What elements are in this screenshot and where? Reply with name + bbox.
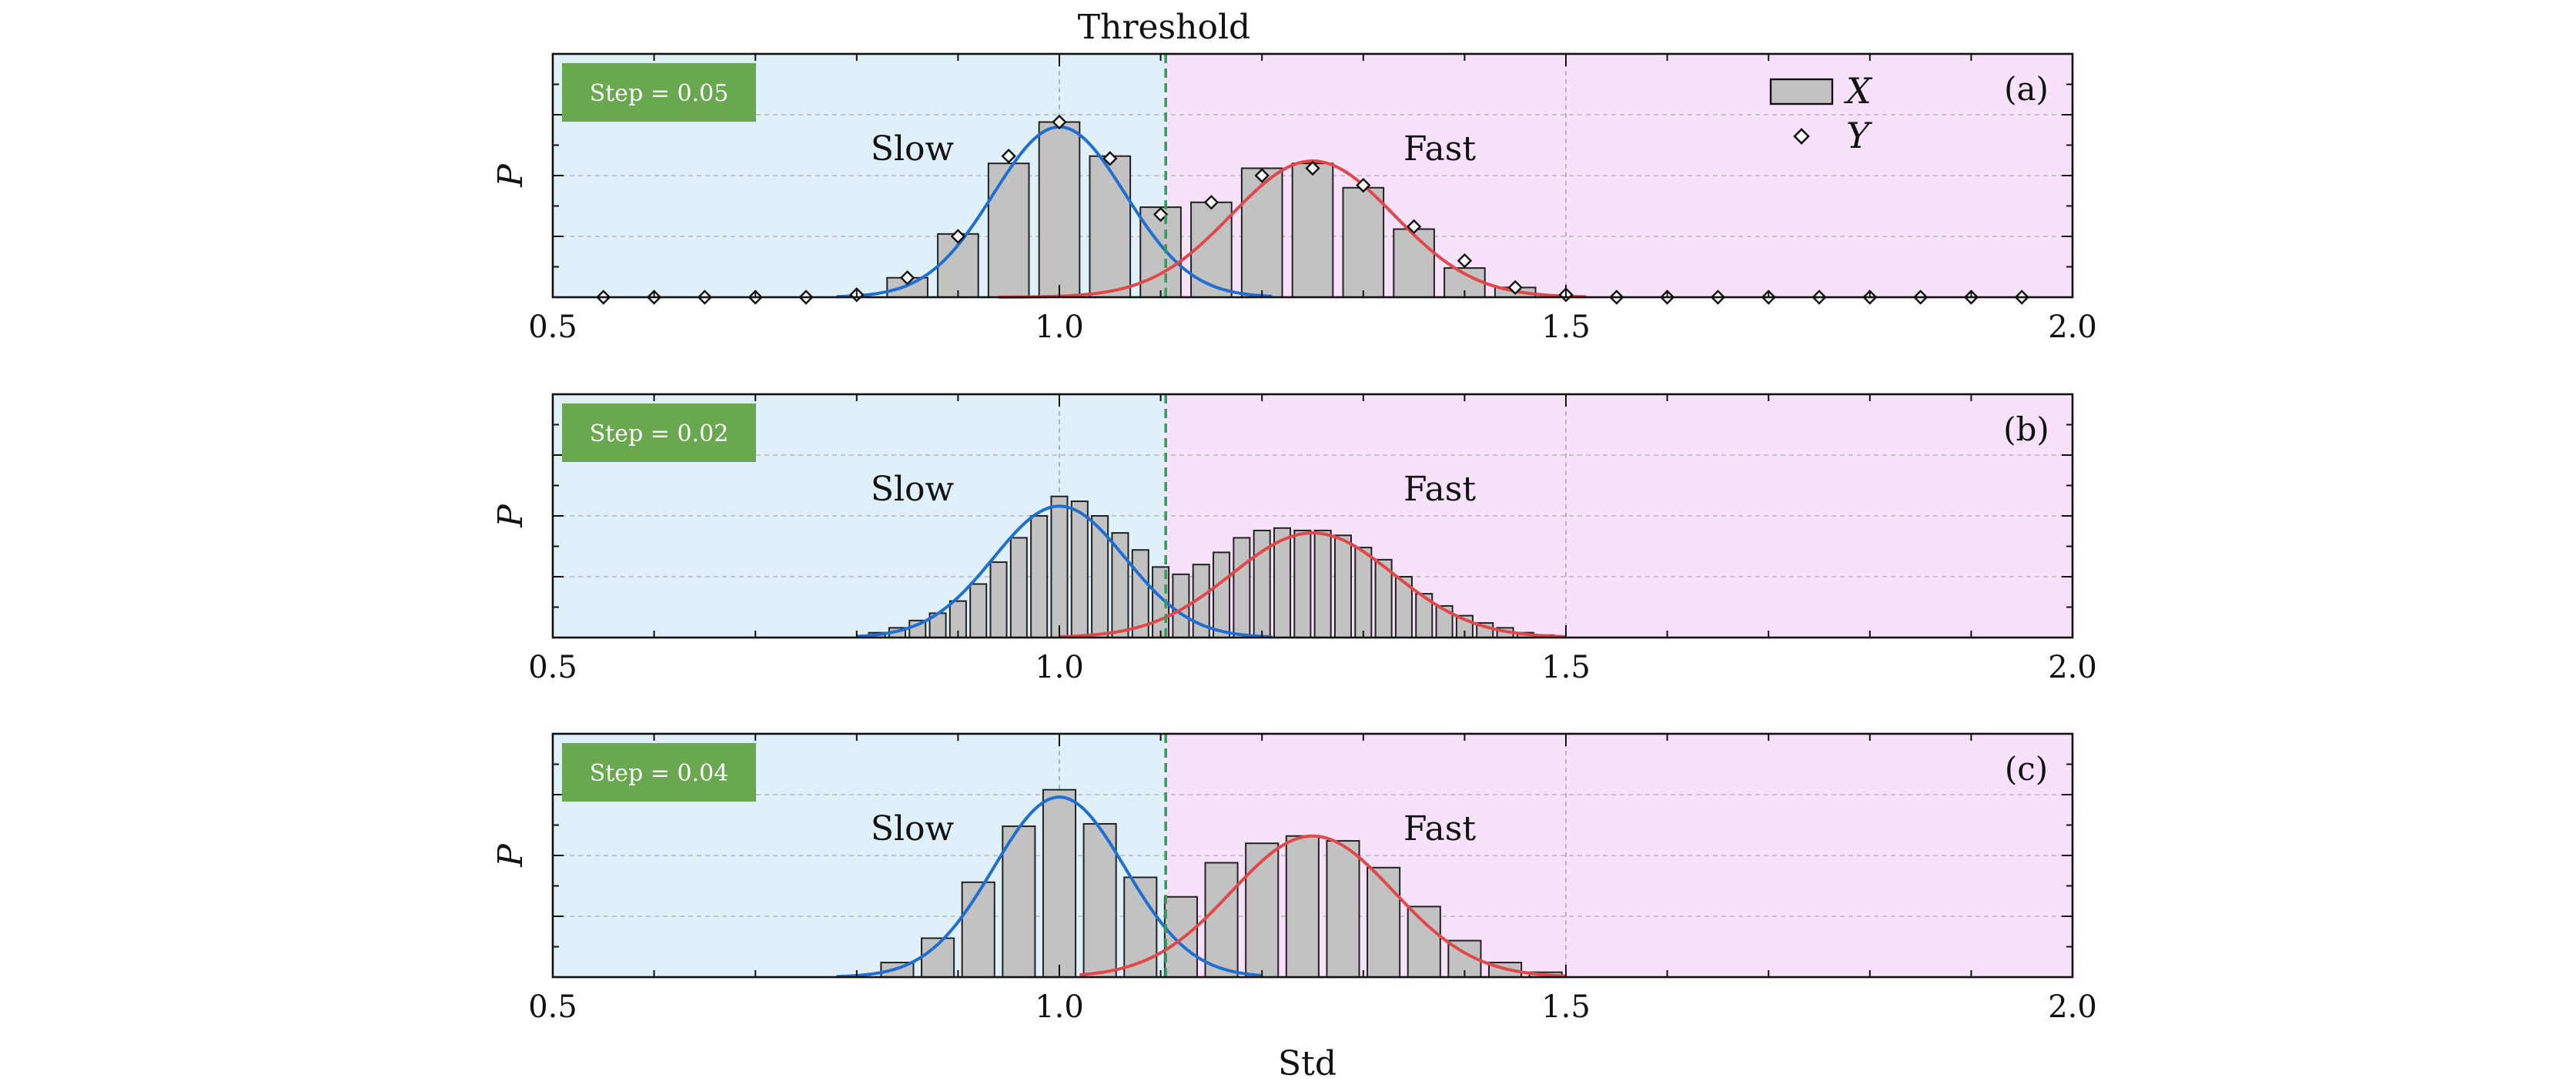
y-axis-label: P <box>491 843 530 868</box>
legend-bar-swatch <box>1769 78 1834 105</box>
histogram-bar <box>1342 186 1385 298</box>
slow-label: Slow <box>871 809 955 849</box>
histogram-bar <box>1326 840 1360 979</box>
slow-label: Slow <box>871 470 955 509</box>
histogram-bar <box>961 881 995 979</box>
y-marker <box>1102 151 1118 166</box>
y-axis-label: P <box>491 163 530 188</box>
x-tick-label: 1.5 <box>1541 650 1591 685</box>
y-marker <box>1356 177 1371 193</box>
x-tick-label: 0.5 <box>528 310 577 345</box>
histogram-bar <box>1291 162 1334 298</box>
histogram-bar <box>1285 835 1320 978</box>
slow-fit-curve <box>856 504 1273 639</box>
step-label: Step = 0.05 <box>590 80 729 107</box>
x-tick-label: 0.5 <box>528 650 577 685</box>
y-marker <box>1305 160 1320 176</box>
y-marker <box>1406 219 1422 235</box>
fast-fit-curve <box>999 159 1587 299</box>
histogram-bar <box>1333 534 1353 639</box>
x-tick-label: 1.0 <box>1035 650 1084 685</box>
step-badge <box>562 403 756 462</box>
histogram-bar <box>1030 515 1049 638</box>
slow-fit-curve <box>836 795 1263 979</box>
legend-diamond-marker <box>1793 128 1810 145</box>
histogram-bar <box>1111 532 1129 638</box>
fast-label: Fast <box>1403 470 1476 509</box>
y-marker <box>899 270 915 286</box>
panel-b: 0.5 1.0 1.5 2.0 P Slow Fast Step = 0.02 (b) <box>491 393 2097 685</box>
panel-c: 0.5 1.0 1.5 2.0 P Slow Fast Step = 0.04 (c) <box>491 732 2097 1025</box>
histogram-bar <box>1050 495 1069 638</box>
step-label: Step = 0.02 <box>590 420 729 447</box>
histogram-bar <box>1240 167 1283 298</box>
histogram-bar <box>1009 537 1028 638</box>
y-marker <box>1052 114 1067 130</box>
histogram-bar <box>989 561 1008 638</box>
x-tick-label: 2.0 <box>2048 989 2097 1025</box>
x-tick-label: 1.0 <box>1035 989 1084 1025</box>
step-badge <box>562 63 756 122</box>
slow-label: Slow <box>871 129 955 169</box>
panel-label: (a) <box>2004 70 2049 108</box>
histogram-bar <box>1042 788 1077 979</box>
histogram-bar <box>1038 121 1081 298</box>
y-marker <box>1254 168 1270 183</box>
histogram-bar <box>1082 822 1117 979</box>
histogram-bar <box>1393 228 1435 298</box>
y-marker <box>950 229 966 244</box>
histogram-bar <box>1089 155 1132 298</box>
x-tick-label: 1.5 <box>1541 310 1591 345</box>
threshold-title: Threshold <box>1078 8 1250 47</box>
panel-label: (c) <box>2005 750 2048 788</box>
y-marker <box>1457 253 1473 269</box>
histogram-bar <box>969 583 988 638</box>
x-tick-label: 2.0 <box>2048 310 2097 345</box>
y-marker <box>1203 195 1219 210</box>
y-marker <box>1001 149 1016 164</box>
histogram-bar <box>1245 842 1280 978</box>
fast-fit-curve <box>1079 834 1567 978</box>
x-tick-label: 0.5 <box>528 989 577 1025</box>
panel-label: (b) <box>2003 410 2049 448</box>
histogram-bar <box>1407 906 1441 978</box>
step-label: Step = 0.04 <box>590 760 729 787</box>
x-tick-label: 1.5 <box>1541 989 1591 1025</box>
histogram-bar <box>1002 825 1036 978</box>
histogram-bar <box>1313 529 1332 639</box>
histogram-bar <box>1367 866 1401 979</box>
fast-fit-curve <box>1059 531 1567 638</box>
panel-a: 0.5 1.0 1.5 2.0 P Slow Fast Step = 0.05 (a) XY <box>491 52 2097 345</box>
fast-label: Fast <box>1403 129 1476 169</box>
fast-label: Fast <box>1403 809 1476 849</box>
legend-y-label: Y <box>1846 115 1873 156</box>
histogram-bar <box>1070 500 1089 638</box>
histogram-bar <box>1293 529 1312 639</box>
slow-fit-curve <box>836 125 1273 299</box>
histogram-bar <box>987 162 1030 298</box>
step-badge <box>562 743 756 802</box>
x-tick-label: 2.0 <box>2048 650 2097 685</box>
histogram-bar <box>1233 537 1251 638</box>
histogram-bar <box>1213 551 1231 639</box>
y-marker <box>1153 206 1169 223</box>
x-axis-title: Std <box>1278 1044 1337 1083</box>
histogram-bar <box>1204 862 1239 978</box>
legend-x-label: X <box>1844 70 1873 112</box>
histogram-bar <box>1163 896 1198 978</box>
histogram-bar <box>1354 547 1373 639</box>
y-axis-label: P <box>491 504 530 528</box>
x-tick-label: 1.0 <box>1035 310 1084 345</box>
y-marker <box>1507 280 1523 296</box>
